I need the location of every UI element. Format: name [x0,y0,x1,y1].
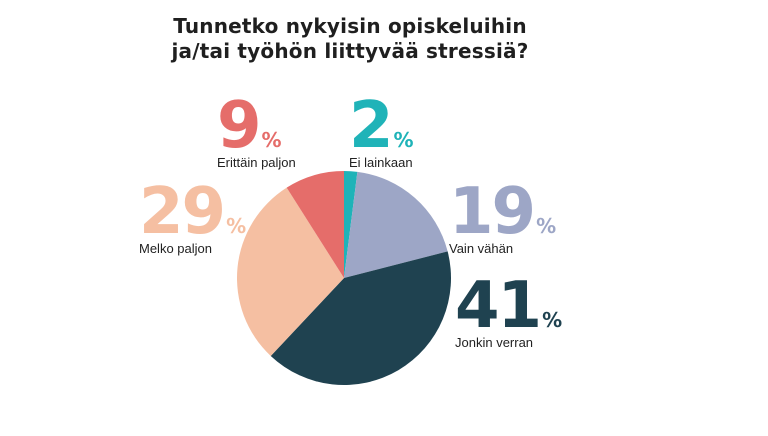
value-jonkin-verran: 41 [455,269,542,343]
value-vain-vahan: 19 [449,175,536,249]
label-vain-vahan: 19% Vain vähän [449,175,557,256]
pct-vain-vahan: % [536,214,557,238]
label-melko-paljon: 29% Melko paljon [139,175,247,256]
chart-title-line-1: Tunnetko nykyisin opiskeluihin [173,14,527,38]
value-melko-paljon: 29 [139,175,226,249]
name-melko-paljon: Melko paljon [139,241,212,256]
slice-jonkin-verran [270,251,452,386]
pct-melko-paljon: % [226,214,247,238]
label-jonkin-verran: 41% Jonkin verran [455,269,563,350]
chart-title-line-2: ja/tai työhön liittyvää stressiä? [171,39,529,63]
pct-erittain-paljon: % [261,128,282,152]
slice-vain-vahan [344,171,448,278]
slice-melko-paljon [237,187,344,356]
value-ei-lainkaan: 2 [349,89,394,163]
slice-ei-lainkaan [344,171,358,278]
value-erittain-paljon: 9 [217,89,262,163]
label-erittain-paljon: 9% Erittäin paljon [217,89,296,170]
name-vain-vahan: Vain vähän [449,241,514,256]
slice-erittain-paljon [286,171,344,278]
pie-slices [237,171,452,386]
name-ei-lainkaan: Ei lainkaan [349,155,413,170]
label-ei-lainkaan: 2% Ei lainkaan [349,89,414,170]
name-erittain-paljon: Erittäin paljon [217,155,296,170]
pct-ei-lainkaan: % [393,128,414,152]
name-jonkin-verran: Jonkin verran [455,335,534,350]
pct-jonkin-verran: % [542,308,563,332]
chart-title: Tunnetko nykyisin opiskeluihin ja/tai ty… [0,14,700,64]
